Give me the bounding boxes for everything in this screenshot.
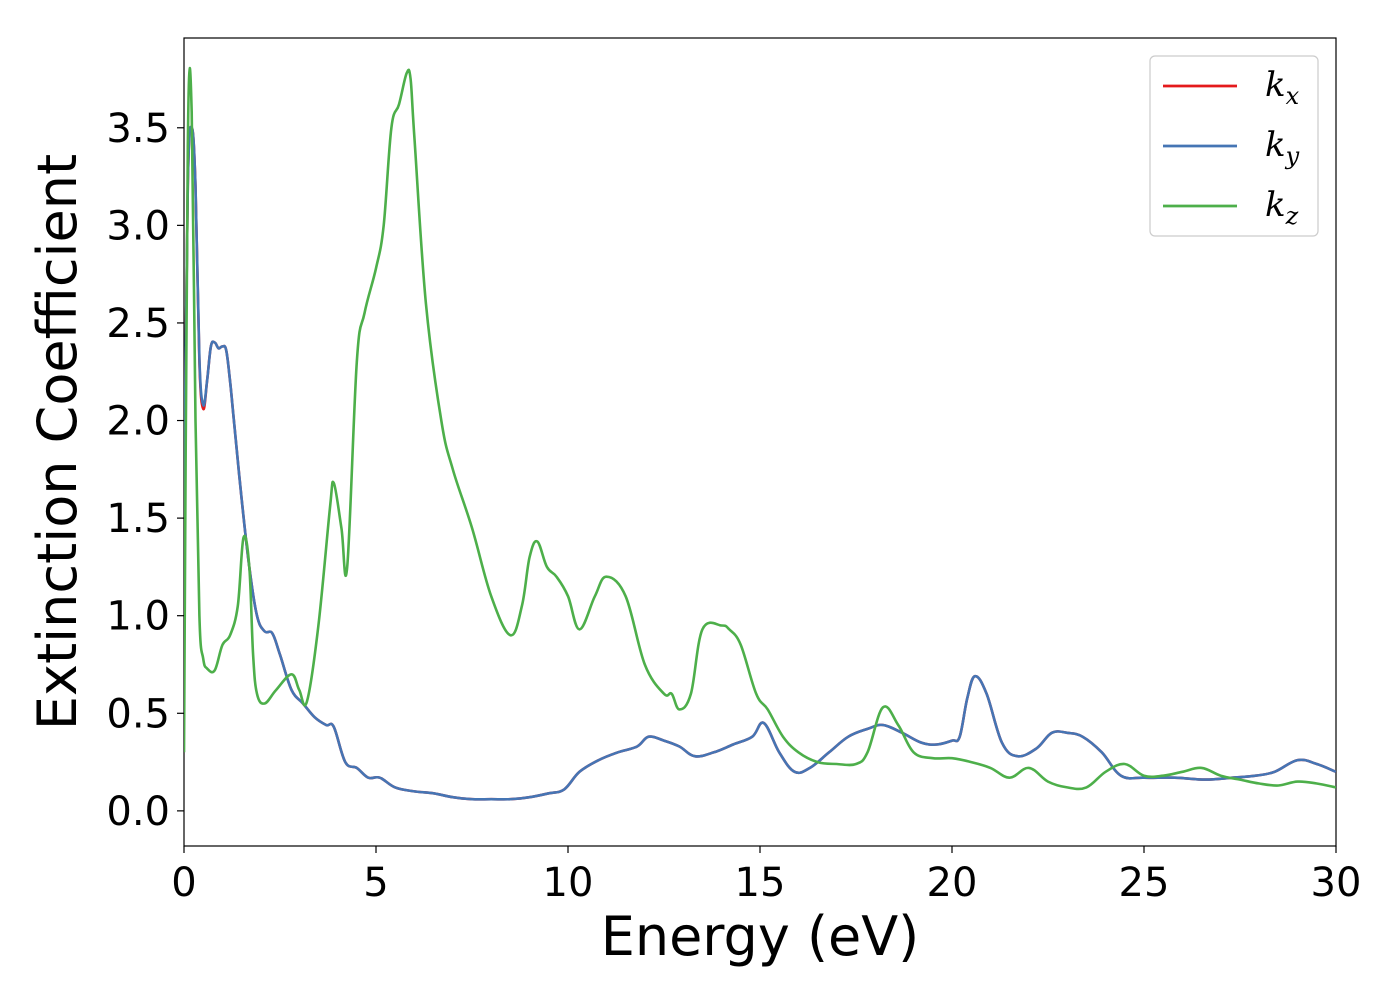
y-tick-label: 3.5 <box>106 106 170 152</box>
legend-label-x: kx <box>1265 65 1300 110</box>
x-tick-label: 5 <box>363 860 388 906</box>
x-tick-label: 10 <box>543 860 594 906</box>
x-tick-label: 0 <box>171 860 196 906</box>
x-tick-label: 20 <box>927 860 978 906</box>
y-tick-label: 2.5 <box>106 301 170 347</box>
x-tick-label: 25 <box>1119 860 1170 906</box>
series-lines <box>184 66 1336 801</box>
legend: kx ky kz <box>1149 55 1319 237</box>
y-axis-title: Extinction Coefficient <box>26 154 89 730</box>
y-axis-ticks: 0.0 0.5 1.0 1.5 2.0 2.5 3.0 3.5 <box>106 106 184 835</box>
y-tick-label: 1.5 <box>106 496 170 542</box>
y-tick-label: 3.0 <box>106 203 170 249</box>
y-tick-label: 2.0 <box>106 399 170 445</box>
series-line-k-z <box>184 66 1336 791</box>
x-tick-label: 30 <box>1311 860 1362 906</box>
legend-label-z: kz <box>1265 185 1299 230</box>
x-tick-label: 15 <box>735 860 786 906</box>
x-axis-title: Energy (eV) <box>601 905 920 968</box>
plot-area <box>183 37 1337 847</box>
y-tick-label: 1.0 <box>106 594 170 640</box>
x-axis-ticks: 0 5 10 15 20 25 30 <box>171 846 1361 906</box>
y-tick-label: 0.0 <box>106 789 170 835</box>
legend-label-y: ky <box>1265 125 1300 170</box>
y-tick-label: 0.5 <box>106 691 170 737</box>
series-line-k-y <box>184 125 1336 801</box>
